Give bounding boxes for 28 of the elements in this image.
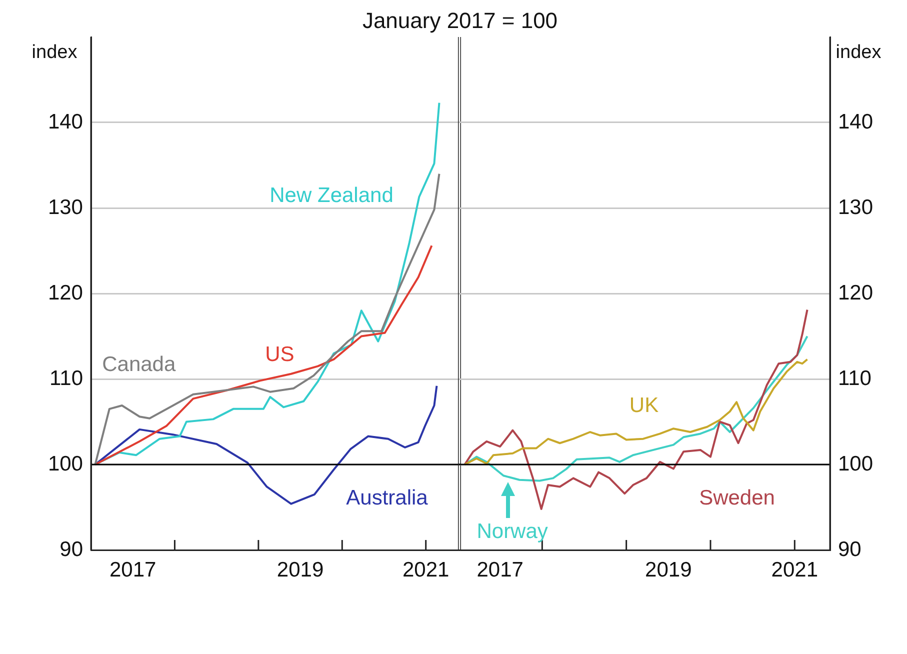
y-tick-label: 120 bbox=[48, 281, 83, 304]
legend-label: Norway bbox=[476, 520, 548, 543]
y-tick-label: 90 bbox=[838, 538, 862, 561]
series-label: UK bbox=[629, 394, 659, 418]
y-tick-label: 130 bbox=[48, 196, 83, 219]
y-tick-label: 100 bbox=[48, 452, 83, 476]
y-tick-label: 100 bbox=[838, 452, 874, 476]
x-tick-label: 2019 bbox=[276, 558, 324, 582]
y-tick-label: 110 bbox=[50, 366, 83, 390]
chart-title: January 2017 = 100 bbox=[361, 8, 559, 34]
series-label: Canada bbox=[102, 353, 176, 376]
y-axis-title: index bbox=[32, 42, 78, 64]
y-tick-label: 120 bbox=[838, 281, 874, 304]
x-tick-label: 2021 bbox=[402, 558, 450, 582]
y-axis-title: index bbox=[836, 42, 882, 64]
x-tick-label: 2017 bbox=[109, 558, 156, 582]
series-label: Sweden bbox=[699, 486, 775, 510]
x-tick-label: 2021 bbox=[771, 558, 818, 582]
y-tick-label: 130 bbox=[838, 196, 874, 219]
x-tick-label: 2017 bbox=[476, 558, 524, 582]
y-tick-label: 140 bbox=[838, 110, 874, 134]
y-tick-label: 110 bbox=[838, 366, 872, 390]
series-label: New Zealand bbox=[270, 184, 394, 207]
y-tick-label: 140 bbox=[48, 110, 83, 134]
x-tick-label: 2019 bbox=[645, 558, 692, 582]
y-tick-label: 90 bbox=[60, 538, 83, 561]
series-label: US bbox=[265, 342, 294, 366]
series-label: Australia bbox=[346, 486, 428, 510]
